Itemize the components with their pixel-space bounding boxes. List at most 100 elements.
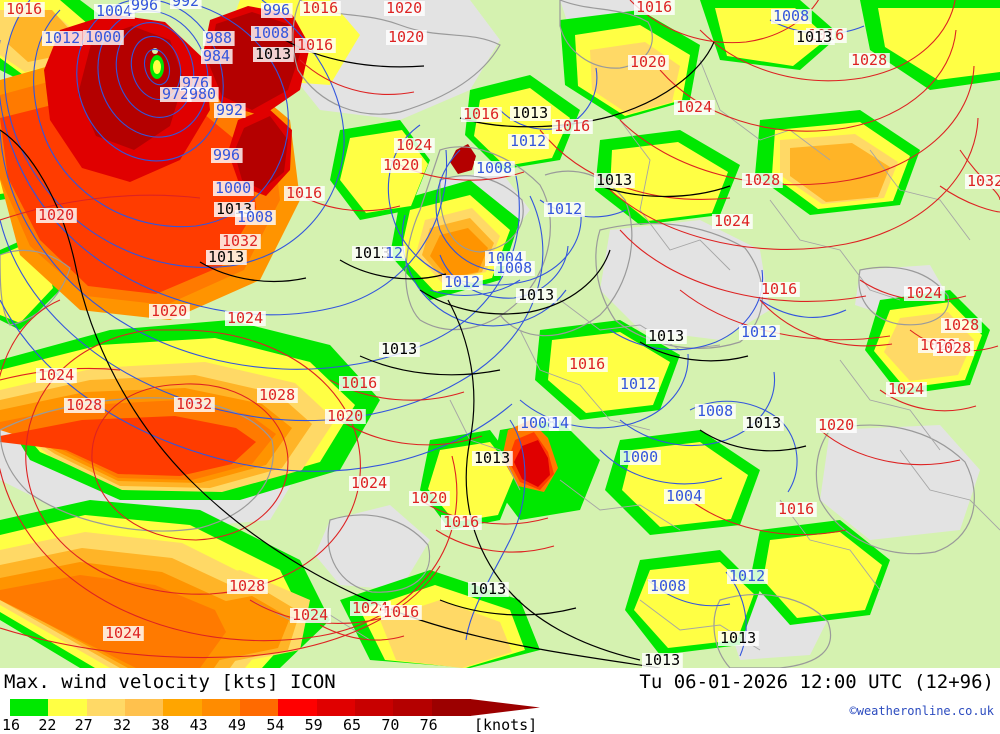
pressure-label: 1012 (727, 567, 768, 585)
pressure-label-text: 1013 (648, 327, 684, 345)
pressure-label: 1020 (384, 0, 425, 17)
pressure-label-text: 1016 (636, 0, 672, 16)
pressure-label-text: 996 (263, 1, 290, 19)
pressure-label: 1016 (634, 0, 675, 16)
pressure-label-text: 1004 (666, 487, 702, 505)
pressure-label-text: 1028 (851, 51, 887, 69)
pressure-label-text: 984 (203, 47, 230, 65)
pressure-label: 1020 (628, 53, 669, 71)
colorbar-segment (431, 699, 471, 716)
pressure-label: 1008 (695, 402, 736, 420)
pressure-label-text: 1016 (569, 355, 605, 373)
pressure-label: 1016 (381, 603, 422, 621)
pressure-label-text: 1020 (327, 407, 363, 425)
pressure-label-text: 1020 (383, 156, 419, 174)
weather-map-canvas[interactable]: 1016100499699299610161020101610081016101… (0, 0, 1000, 668)
pressure-label-text: 1024 (352, 599, 388, 617)
colorbar-tick-label: 27 (74, 716, 93, 734)
colorbar-tick-label: 65 (343, 716, 362, 734)
pressure-label: 1024 (712, 212, 753, 230)
pressure-label: 1024 (349, 474, 390, 492)
pressure-label: 1020 (816, 416, 857, 434)
pressure-label: 1032 (965, 172, 1000, 190)
pressure-label-text: 1024 (292, 606, 328, 624)
colorbar-segment (163, 699, 203, 716)
pressure-label: 1028 (64, 396, 105, 414)
pressure-label-text: 1004 (96, 2, 132, 20)
pressure-label-text: 1020 (38, 206, 74, 224)
pressure-label: 1008 (648, 577, 689, 595)
pressure-label-text: 1016 (778, 500, 814, 518)
pressure-label: 1024 (225, 309, 266, 327)
pressure-label-text: 1013 (354, 244, 390, 262)
pressure-label-text: 1024 (906, 284, 942, 302)
pressure-label: 1016 (567, 355, 608, 373)
colorbar-tick-label: 76 (419, 716, 438, 734)
pressure-label-text: 1028 (943, 316, 979, 334)
colorbar-tick-label: 38 (151, 716, 170, 734)
pressure-label: 1024 (394, 136, 435, 154)
pressure-label-text: 1013 (470, 580, 506, 598)
pressure-label: 1016 (339, 374, 380, 392)
isobars-1013 (0, 39, 807, 668)
pressure-label-text: 1016 (443, 513, 479, 531)
pressure-label-text: 1024 (227, 309, 263, 327)
pressure-label: 1004 (664, 487, 705, 505)
pressure-label: 1016 (4, 0, 45, 18)
colorbar-tick-label: 70 (381, 716, 400, 734)
colorbar[interactable]: 16 22 27 32 38 43 49 54 59 65 70 76 [knots] (0, 699, 560, 734)
pressure-label-text: 1012 (741, 323, 777, 341)
pressure-label: 12 (383, 244, 406, 262)
pressure-label: 1012 (544, 200, 585, 218)
pressure-label-text: 1020 (818, 416, 854, 434)
pressure-label-text: 1024 (714, 212, 750, 230)
pressure-label: 1008 (474, 159, 515, 177)
pressure-label-text: 1012 (620, 375, 656, 393)
pressure-label: 1024 (674, 98, 715, 116)
pressure-label: 1016 (776, 500, 817, 518)
pressure-label-text: 12 (385, 244, 403, 262)
pressure-label: 996 (261, 1, 293, 19)
pressure-label-text: 1012 (444, 273, 480, 291)
pressure-label-text: 1020 (388, 28, 424, 46)
colorbar-segment (355, 699, 394, 716)
pressure-label: 1020 (381, 156, 422, 174)
pressure-label-text: 1012 (546, 200, 582, 218)
pressure-label: 1013 (510, 104, 551, 122)
pressure-label: 1028 (933, 339, 974, 357)
pressure-label: 1032 (174, 395, 215, 413)
pressure-label: 992 (170, 0, 202, 10)
pressure-label: 1020 (149, 302, 190, 320)
pressure-label: 1024 (36, 366, 77, 384)
pressure-label: 1020 (36, 206, 77, 224)
map-footer: Max. wind velocity [kts] ICON Tu 06-01-2… (0, 668, 1000, 734)
pressure-label-text: 1024 (888, 380, 924, 398)
pressure-label-text: 1016 (286, 184, 322, 202)
pressure-label: 1012 (442, 273, 483, 291)
pressure-label-text: 1013 (644, 651, 680, 668)
map-datetime: Tu 06-01-2026 12:00 UTC (12+96) (639, 671, 994, 693)
pressure-label: 992 (214, 101, 246, 119)
pressure-label-text: 1012 (729, 567, 765, 585)
pressure-label: 1004 (94, 2, 135, 20)
pressure-label: 1024 (886, 380, 927, 398)
pressure-label: 1013 (379, 340, 420, 358)
colorbar-unit-label: [knots] (474, 716, 538, 734)
pressure-label-text: 1016 (297, 36, 333, 54)
pressure-label: 1013 (516, 286, 557, 304)
colorbar-tick-label: 22 (38, 716, 57, 734)
pressure-label-text: 1024 (38, 366, 74, 384)
colorbar-arrow (470, 699, 540, 716)
pressure-label-text: 1032 (222, 232, 258, 250)
pressure-label: 1008 (518, 414, 559, 432)
pressure-label-text: 1024 (351, 474, 387, 492)
wind-band-red (0, 94, 554, 490)
pressure-label: 1013 (468, 580, 509, 598)
pressure-label: 1024 (103, 624, 144, 642)
pressure-label: 1013 (253, 45, 294, 63)
pressure-label: 1028 (227, 577, 268, 595)
colorbar-segment (125, 699, 164, 716)
pressure-label-text: 1008 (496, 259, 532, 277)
pressure-label-text: 1032 (967, 172, 1000, 190)
